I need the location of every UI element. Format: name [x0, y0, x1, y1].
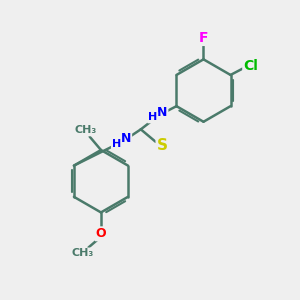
Text: CH₃: CH₃: [74, 125, 97, 135]
Text: F: F: [199, 31, 208, 45]
Text: S: S: [157, 139, 168, 154]
Text: O: O: [96, 227, 106, 240]
Text: N: N: [121, 132, 131, 145]
Text: Cl: Cl: [243, 59, 258, 73]
Text: H: H: [148, 112, 157, 122]
Text: CH₃: CH₃: [72, 248, 94, 258]
Text: N: N: [157, 106, 167, 118]
Text: H: H: [112, 139, 121, 148]
